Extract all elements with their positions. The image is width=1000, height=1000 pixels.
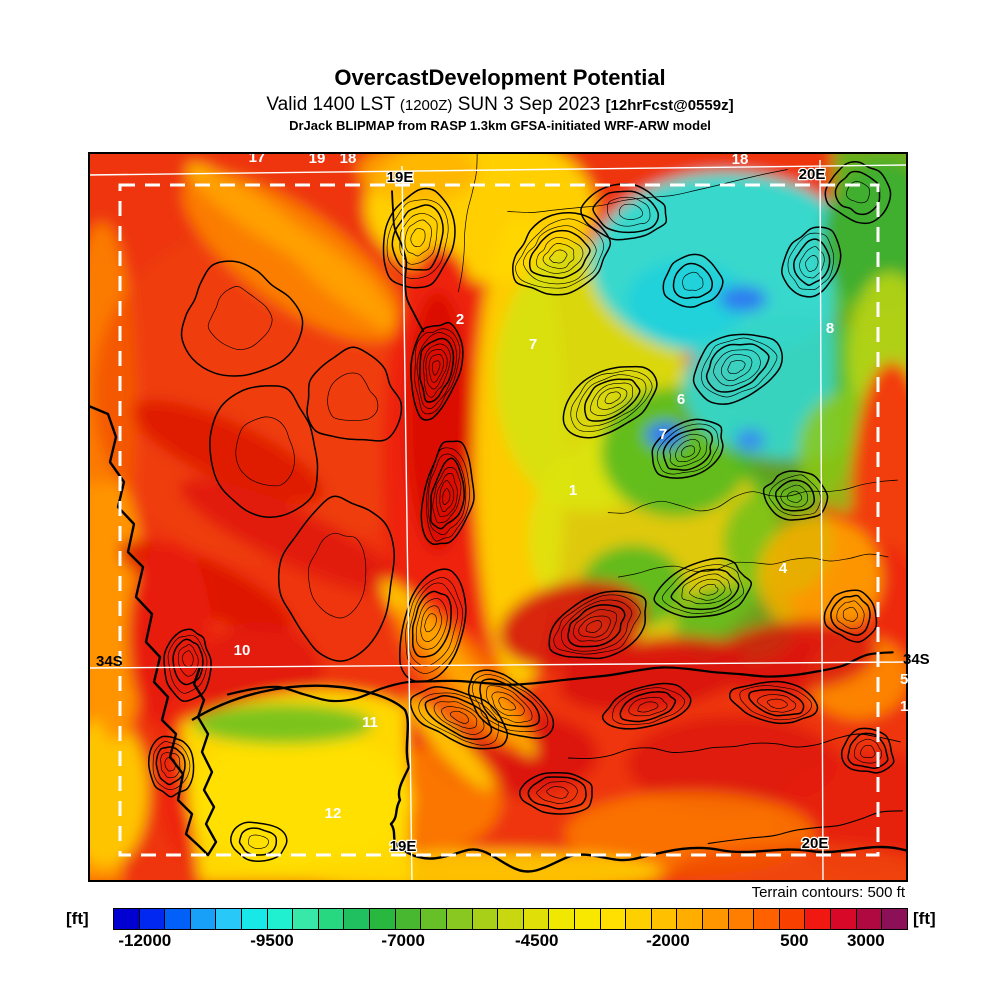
colorbar-tick: -4500 xyxy=(514,931,559,950)
colorbar-segment xyxy=(600,909,627,929)
forecast-tag: [12hrFcst@0559z] xyxy=(605,96,734,114)
spot-value: 7 xyxy=(659,426,667,443)
colorbar xyxy=(113,908,908,930)
colorbar-segment xyxy=(703,909,729,929)
grid-label: 20E xyxy=(802,835,829,852)
spot-value: 10 xyxy=(234,642,251,659)
colorbar-tick: -7000 xyxy=(381,931,425,950)
colorbar-segment xyxy=(651,909,678,929)
colorbar-segment xyxy=(805,909,832,929)
colorbar-segment xyxy=(293,909,319,929)
colorbar-unit-left: [ft] xyxy=(66,909,89,928)
colorbar-segment xyxy=(139,909,166,929)
edge-label: 34S xyxy=(96,653,123,670)
spot-value: 1 xyxy=(569,482,577,499)
map-canvas: 19E 20E 19E 20E 17 19 18 18 2 7 8 6 7 1 4 10 11 12 xyxy=(88,152,908,882)
colorbar-segment xyxy=(344,909,371,929)
colorbar-segment xyxy=(728,909,755,929)
colorbar-segment xyxy=(626,909,652,929)
colorbar-segment xyxy=(190,909,217,929)
valid-prefix: Valid 1400 LST xyxy=(266,93,395,115)
colorbar-segment xyxy=(574,909,601,929)
colorbar-tick: 3000 xyxy=(846,931,885,950)
colorbar-tick: -9500 xyxy=(250,931,294,950)
valid-zulu: (1200Z) xyxy=(399,96,453,114)
colorbar-tick: -2000 xyxy=(646,931,690,950)
edge-label: 5 xyxy=(900,671,909,688)
spot-value: 18 xyxy=(732,152,749,168)
colorbar-tick-labels: -12000 -9500 -7000 -4500 -2000 500 3000 xyxy=(113,931,908,953)
colorbar-tick: 500 xyxy=(780,931,809,950)
terrain-contours-note: Terrain contours: 500 ft xyxy=(751,884,905,901)
spot-value: 11 xyxy=(362,714,378,731)
colorbar-segment xyxy=(370,909,396,929)
colorbar-segment xyxy=(165,909,191,929)
colorbar-segment xyxy=(882,909,907,929)
colorbar-segment xyxy=(677,909,704,929)
spot-value: 4 xyxy=(779,560,788,577)
colorbar-segment xyxy=(856,909,883,929)
grid-label: 19E xyxy=(390,838,417,855)
colorbar-segment xyxy=(779,909,806,929)
spot-value: 12 xyxy=(325,805,342,822)
spot-value: 17 xyxy=(249,152,266,166)
colorbar-segment xyxy=(318,909,345,929)
colorbar-segment xyxy=(831,909,857,929)
colorbar-segment xyxy=(472,909,499,929)
colorbar-segment xyxy=(395,909,422,929)
spot-value: 19 xyxy=(309,152,326,167)
colorbar-segment xyxy=(523,909,550,929)
colorbar-segment xyxy=(114,909,140,929)
colorbar-tick: -12000 xyxy=(118,931,172,950)
edge-label: 34S xyxy=(903,651,930,668)
colorbar-segment xyxy=(242,909,268,929)
colorbar-segment xyxy=(216,909,243,929)
colorbar-segment xyxy=(498,909,524,929)
colorbar-segment xyxy=(446,909,473,929)
spot-value: 8 xyxy=(826,320,834,337)
colorbar-segment xyxy=(754,909,780,929)
spot-value: 2 xyxy=(456,311,464,328)
valid-date: SUN 3 Sep 2023 xyxy=(457,93,601,115)
spot-value: 7 xyxy=(529,336,537,353)
page-title: OvercastDevelopment Potential xyxy=(334,65,666,90)
spot-value: 6 xyxy=(677,391,685,408)
colorbar-segment xyxy=(549,909,575,929)
colorbar-unit-right: [ft] xyxy=(913,909,936,928)
colorbar-segment xyxy=(267,909,294,929)
grid-label: 19E xyxy=(387,169,414,186)
colorbar-segment xyxy=(421,909,447,929)
grid-label: 20E xyxy=(799,166,826,183)
valid-time-line: Valid 1400 LST (1200Z) SUN 3 Sep 2023 [1… xyxy=(0,93,1000,117)
edge-label: 1 xyxy=(900,698,909,715)
title-block: OvercastDevelopment Potential Valid 1400… xyxy=(0,64,1000,135)
model-line: DrJack BLIPMAP from RASP 1.3km GFSA-init… xyxy=(289,118,711,134)
spot-value: 18 xyxy=(340,152,357,167)
